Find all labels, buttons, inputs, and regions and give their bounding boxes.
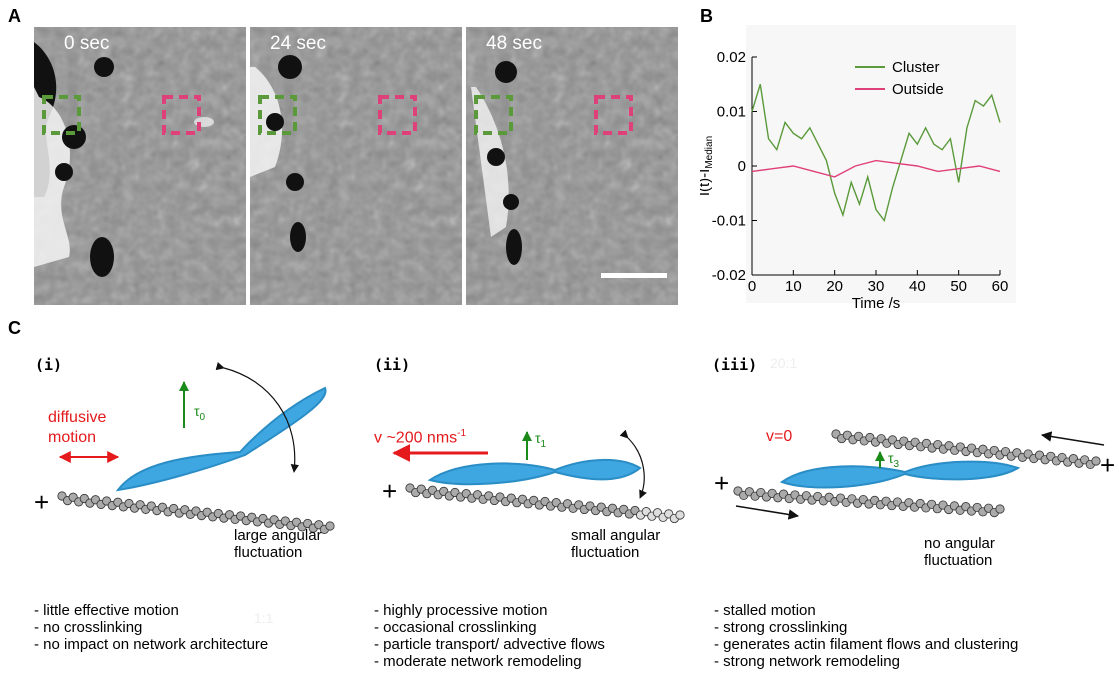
bullet: - moderate network remodeling [374,653,582,670]
time-label-0: 0 sec [64,33,110,54]
tau-3-label: τ3 [888,450,900,470]
sub-label-i: (i) [35,356,63,374]
x-tick-label: 50 [950,278,967,295]
angular-label-i: large angular fluctuation [234,527,322,561]
x-tick-label: 30 [868,278,885,295]
micrograph-0: 0 sec [34,27,246,305]
bullet: - highly processive motion [374,602,548,619]
x-tick-label: 0 [748,278,756,295]
chart-background [746,25,1016,303]
scale-bar [601,273,667,278]
micrograph-24: 24 sec [250,27,462,305]
bullet: - occasional crosslinking [374,619,537,636]
plus-end-iii-right: + [1100,450,1116,480]
bullet: - strong network remodeling [714,653,900,670]
bullets-i: - little effective motion - no crosslink… [34,602,268,653]
bullet: - little effective motion [34,602,179,619]
bullet: - stalled motion [714,602,816,619]
motor-schematic [57,362,1105,534]
bullet: - no crosslinking [34,619,143,636]
panel-letter-b: B [700,6,713,26]
panel-letter-c: C [8,318,21,338]
faint-ratio-label-2: 1:1 [254,610,274,626]
plus-end-ii: + [382,476,398,506]
panel-letter-a: A [8,6,21,26]
bullet: - no impact on network architecture [34,636,269,653]
bullets-ii: - highly processive motion - occasional … [374,602,605,670]
motor-iii [779,460,1021,489]
x-tick-label: 60 [992,278,1009,295]
tau-1-label: τ1 [535,430,547,450]
x-axis-label: Time /s [852,295,901,312]
diffusive-motion-label: diffusive motion [48,409,107,446]
bullet: - particle transport/ advective flows [374,636,605,653]
y-tick-label: 0.02 [717,49,746,66]
time-label-48: 48 sec [486,33,542,54]
velocity-label-iii: v=0 [766,428,793,445]
y-axis-label: I(t)-IMedian [700,136,715,196]
motor-i [115,386,327,492]
angular-label-iii: no angular fluctuation [924,535,995,569]
intensity-chart: 0 10 20 30 40 50 60 0.02 0.01 0 -0.01 -0.02 Time /s I… [700,25,1016,312]
y-tick-label: 0 [738,158,746,175]
y-tick-label: -0.02 [712,267,746,284]
faint-ratio-label: 20:1 [770,355,798,371]
y-tick-label: 0.01 [717,104,746,121]
tau-0-label: τ0 [194,403,206,423]
sub-label-iii: (iii) [712,356,758,374]
series-line-outside [751,159,1001,178]
x-tick-label: 40 [909,278,926,295]
micrograph-48: 48 sec [466,27,678,305]
legend-label: Cluster [892,59,940,76]
plus-end-iii-left: + [714,468,730,498]
x-tick-label: 10 [785,278,802,295]
bullet: - generates actin filament flows and clu… [714,636,1019,653]
bullet: - strong crosslinking [714,619,848,636]
time-label-24: 24 sec [270,33,326,54]
velocity-label-ii: v ~200 nms-1 [374,428,467,447]
sub-label-ii: (ii) [374,356,411,374]
plus-end-i: + [34,487,50,517]
legend-label: Outside [892,81,944,98]
series-line-cluster [751,84,1001,223]
angular-label-ii: small angular fluctuation [571,527,661,561]
motor-ii [427,459,642,486]
bullets-iii: - stalled motion - strong crosslinking -… [714,602,1018,670]
x-tick-label: 20 [826,278,843,295]
y-tick-label: -0.01 [712,213,746,230]
